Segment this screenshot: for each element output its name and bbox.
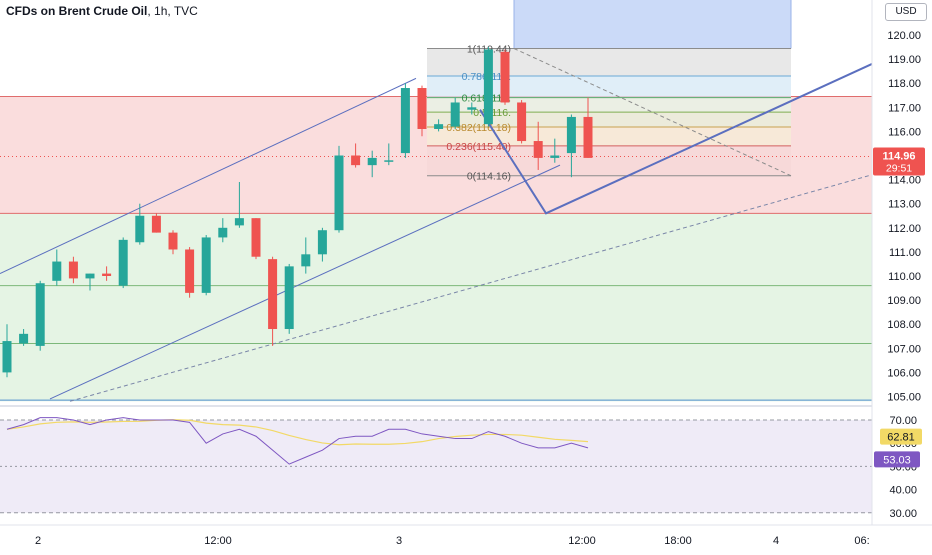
interval-label: 1h (154, 4, 168, 18)
price-tick-label: 120.00 (887, 30, 921, 42)
channel-upper (0, 77, 417, 275)
price-tick-label: 106.00 (887, 367, 921, 379)
price-tick-label: 109.00 (887, 295, 921, 307)
price-tick-label: 117.00 (888, 102, 921, 114)
candle-body (533, 141, 543, 158)
rsi-ma-line (6, 419, 589, 446)
candle-body (168, 232, 178, 250)
chart-title: CFDs on Brent Crude Oil, 1h, TVC (6, 4, 198, 18)
candle-body (2, 341, 12, 373)
candle-body (268, 259, 278, 330)
candle-body (201, 237, 211, 293)
price-tick-label: 105.00 (887, 392, 921, 404)
rsi-tick-label: 70.00 (889, 415, 917, 427)
fib-band (427, 145, 791, 176)
candle-body (118, 239, 128, 286)
candle-body (85, 273, 95, 279)
candle-body (234, 218, 244, 226)
rsi-tick-label: 40.00 (889, 485, 917, 497)
candle-body (52, 261, 62, 281)
time-tick-label: 4 (773, 535, 779, 547)
price-tick-label: 113.00 (888, 199, 921, 211)
fib-level-label: 0.236(115.40) (446, 141, 511, 153)
candle-body (500, 51, 510, 103)
candle-body (301, 254, 311, 267)
source-label: TVC (173, 4, 198, 18)
candle-body (135, 215, 145, 243)
candle-body (251, 218, 261, 257)
rsi-tick-label: 30.00 (889, 508, 917, 520)
fib-level-label: 0(114.16) (467, 171, 511, 183)
candle-body (102, 273, 112, 276)
rsi-line (6, 417, 589, 465)
price-tick-label: 118.00 (888, 78, 921, 90)
time-tick-label: 12:00 (568, 535, 596, 547)
price-tick-label: 112.00 (888, 223, 921, 235)
candle-body (185, 249, 195, 293)
last-price-value: 114.96 (882, 150, 915, 162)
candle-body (400, 88, 410, 154)
candle-body (417, 88, 427, 129)
candle-body (550, 155, 560, 158)
price-tick-label: 119.00 (888, 54, 921, 66)
candle-body (566, 116, 576, 154)
candle-body (35, 283, 45, 346)
time-tick-label: 12:00 (204, 535, 232, 547)
fib-level-label: 0.382(116.18) (446, 122, 511, 134)
channel-lower (49, 164, 561, 400)
bar-countdown: 29:51 (886, 162, 912, 174)
rsi-ma-badge (880, 428, 922, 445)
price-tick-label: 111.00 (889, 247, 921, 259)
abc-pattern (479, 63, 873, 215)
symbol-name: CFDs on Brent Crude Oil (6, 4, 148, 18)
channel-median (69, 174, 873, 402)
candle-body (151, 215, 161, 233)
price-tick-label: 114.00 (888, 175, 921, 187)
candle-body (334, 155, 344, 231)
candle-body (384, 160, 394, 162)
candle-body (19, 333, 29, 344)
price-tick-label: 107.00 (887, 343, 921, 355)
candle-body (351, 155, 361, 166)
candle-body (517, 102, 527, 142)
fib-band (427, 75, 791, 98)
candle-body (218, 227, 228, 238)
rsi-ma-value: 62.81 (887, 432, 915, 444)
candle-body (483, 49, 493, 125)
candle-body (467, 107, 477, 110)
fib-zone-green (0, 213, 872, 402)
time-tick-label: 3 (396, 535, 402, 547)
time-tick-label: 06: (854, 535, 869, 547)
candle-body (583, 116, 593, 158)
candle-body (284, 266, 294, 330)
candle-body (434, 124, 444, 129)
last-price-badge (873, 147, 925, 176)
candle-body (450, 102, 460, 127)
candle-body (68, 261, 78, 279)
price-tick-label: 110.00 (888, 271, 921, 283)
time-tick-label: 2 (35, 535, 41, 547)
time-tick-label: 18:00 (664, 535, 692, 547)
price-tick-label: 116.00 (888, 126, 921, 138)
rsi-value: 53.03 (883, 454, 911, 466)
currency-button[interactable]: USD (885, 3, 927, 21)
candle-body (367, 157, 377, 166)
rsi-value-badge (874, 451, 920, 468)
blue-zone (514, 0, 791, 49)
fib-trendline (513, 48, 792, 177)
candle-body (317, 230, 327, 255)
price-tick-label: 108.00 (887, 319, 921, 331)
